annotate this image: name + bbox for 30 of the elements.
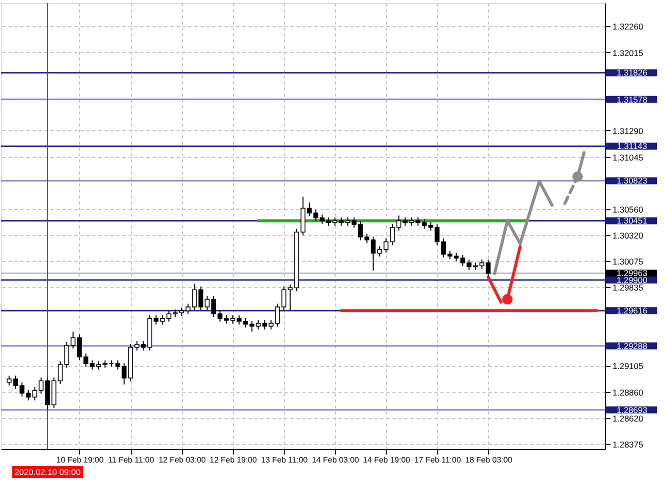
ref-line-label: 1.31578 bbox=[616, 94, 648, 104]
x-tick-label: 17 Feb 11:00 bbox=[414, 456, 462, 464]
ref-line-label: 1.31143 bbox=[616, 141, 648, 152]
y-tick-label: 1.31290 bbox=[612, 126, 644, 136]
x-tick-label: 11 Feb 11:00 bbox=[108, 456, 155, 464]
ref-line-label: 1.31826 bbox=[616, 68, 648, 78]
y-tick-label: 1.28620 bbox=[612, 413, 644, 424]
x-tick-label: 12 Feb 19:00 bbox=[210, 456, 258, 464]
y-tick-label: 1.30320 bbox=[612, 230, 644, 240]
ref-line-label: 1.28693 bbox=[616, 404, 648, 415]
y-tick-label: 1.32015 bbox=[612, 48, 644, 58]
y-tick-label: 1.28860 bbox=[612, 387, 644, 398]
y-tick-label: 1.30075 bbox=[612, 256, 644, 267]
x-tick-label: 18 Feb 03:00 bbox=[465, 456, 513, 464]
ref-line-label: 1.29288 bbox=[616, 340, 648, 351]
y-tick-label: 1.29105 bbox=[612, 361, 644, 372]
x-tick-label: 2020.02.10 09:00 bbox=[14, 467, 81, 477]
x-tick-label: 14 Feb 03:00 bbox=[312, 456, 360, 464]
ref-line-label: 1.29616 bbox=[616, 306, 648, 316]
x-tick-label: 12 Feb 03:00 bbox=[158, 456, 206, 464]
y-tick-label: 1.29835 bbox=[612, 282, 644, 293]
ref-line-label: 1.30451 bbox=[616, 216, 648, 226]
y-tick-label: 1.31045 bbox=[612, 152, 644, 162]
x-tick-label: 14 Feb 19:00 bbox=[362, 456, 411, 464]
y-tick-label: 1.32260 bbox=[612, 22, 644, 32]
ref-line-label: 1.30823 bbox=[616, 176, 648, 186]
y-tick-label: 1.30560 bbox=[612, 204, 644, 214]
x-tick-label: 10 Feb 19:00 bbox=[56, 456, 104, 464]
y-tick-label: 1.28375 bbox=[612, 440, 644, 450]
x-tick-label: 13 Feb 11:00 bbox=[261, 456, 308, 464]
